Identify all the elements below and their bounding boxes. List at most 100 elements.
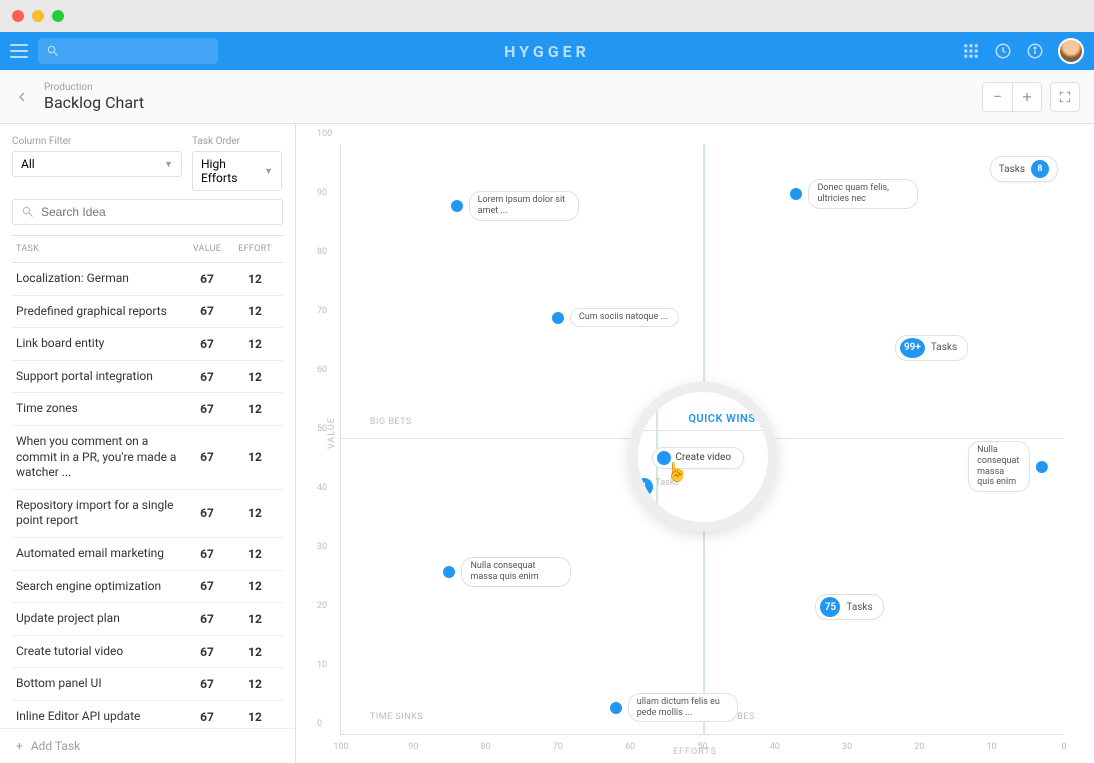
task-row[interactable]: Search engine optimization 67 12 [12,571,283,604]
cluster-count: 99+ [900,338,925,358]
task-value: 67 [183,337,231,351]
plus-icon: + [16,739,23,753]
brand-logo: HYGGER [504,42,590,61]
task-row[interactable]: Create tutorial video 67 12 [12,636,283,669]
task-name: Update project plan [16,611,183,627]
apps-grid-icon[interactable] [962,42,980,60]
close-window-button[interactable] [12,10,24,22]
column-filter-label: Column Filter [12,136,182,147]
x-tick: 10 [987,742,997,752]
dot-icon [552,312,564,324]
chart-point[interactable]: Nulla consequat massa quis enim [443,557,571,587]
task-row[interactable]: Localization: German 67 12 [12,263,283,296]
column-filter-select[interactable]: All ▼ [12,151,182,177]
avatar[interactable] [1058,38,1084,64]
x-tick: 100 [333,742,348,752]
task-value: 67 [183,547,231,561]
y-tick: 70 [317,306,327,316]
fullscreen-button[interactable] [1050,82,1080,112]
dot-icon [1036,461,1048,473]
global-search[interactable] [38,38,218,64]
search-idea-input-wrap[interactable] [12,199,283,225]
task-effort: 12 [231,547,279,561]
task-row[interactable]: Time zones 67 12 [12,393,283,426]
scatter-chart[interactable]: Tasks 8 01020304050607080901001009080706… [340,144,1064,735]
window-chrome [0,0,1094,32]
chart-point[interactable]: Donec quam felis, ultricies nec [790,179,918,209]
task-name: When you comment on a commit in a PR, yo… [16,434,183,481]
lens-quadrant-label: QUICK WINS [688,412,755,425]
task-row[interactable]: Automated email marketing 67 12 [12,538,283,571]
y-tick: 100 [317,129,332,139]
quad-top-left: BIG BETS [370,417,412,427]
tasks-chip-count: 8 [1031,160,1049,178]
cursor-hand-icon: ☝ [666,462,688,483]
task-effort: 12 [231,645,279,659]
add-task-button[interactable]: + Add Task [0,728,295,763]
point-label: Nulla consequat massa quis enim [968,441,1030,492]
y-tick: 80 [317,247,327,257]
quad-bottom-left: TIME SINKS [370,712,423,722]
column-filter-value: All [21,157,35,171]
task-value: 67 [183,506,231,520]
y-tick: 20 [317,601,327,611]
x-tick: 20 [914,742,924,752]
cluster-label: Tasks [846,602,872,613]
task-row[interactable]: Support portal integration 67 12 [12,361,283,394]
task-order-select[interactable]: High Efforts ▼ [192,151,282,191]
task-row[interactable]: Predefined graphical reports 67 12 [12,296,283,329]
point-label: Lorem ipsum dolor sit amet ... [469,191,579,221]
task-effort: 12 [231,337,279,351]
chart-point[interactable]: Nulla consequat massa quis enim [968,441,1048,492]
info-icon[interactable] [1026,42,1044,60]
task-row[interactable]: Bottom panel UI 67 12 [12,668,283,701]
task-order-label: Task Order [192,136,282,147]
y-tick: 50 [317,424,327,434]
x-tick: 50 [697,742,707,752]
task-row[interactable]: When you comment on a commit in a PR, yo… [12,426,283,490]
task-name: Automated email marketing [16,546,183,562]
search-icon [21,205,35,219]
tasks-count-chip[interactable]: Tasks 8 [990,156,1058,182]
search-idea-input[interactable] [41,205,274,219]
task-row[interactable]: Update project plan 67 12 [12,603,283,636]
chart-point[interactable]: Lorem ipsum dolor sit amet ... [451,191,579,221]
point-label: Nulla consequat massa quis enim [461,557,571,587]
task-row[interactable]: Inline Editor API update 67 12 [12,701,283,728]
task-effort: 12 [231,579,279,593]
task-name: Search engine optimization [16,579,183,595]
zoom-in-button[interactable]: + [1012,82,1042,112]
menu-icon[interactable] [10,44,28,58]
cluster-count: 75 [820,597,840,617]
chart-point[interactable]: Cum sociis natoque ... [552,308,679,327]
task-row[interactable]: Repository import for a single point rep… [12,490,283,538]
minimize-window-button[interactable] [32,10,44,22]
task-header-effort: EFFORT [231,244,279,254]
task-name: Link board entity [16,336,183,352]
clock-icon[interactable] [994,42,1012,60]
back-arrow-icon[interactable] [14,89,30,105]
task-name: Repository import for a single point rep… [16,498,183,529]
task-value: 67 [183,677,231,691]
x-tick: 40 [770,742,780,752]
y-tick: 0 [317,719,322,729]
tasks-chip-label: Tasks [999,164,1025,175]
task-name: Create tutorial video [16,644,183,660]
zoom-out-button[interactable]: − [982,82,1012,112]
cluster-pill[interactable]: 75 Tasks [815,594,883,620]
breadcrumb: Production [44,82,144,93]
task-name: Inline Editor API update [16,709,183,725]
task-value: 67 [183,450,231,464]
chart-point[interactable]: ullam dictum felis eu pede mollis ... [610,693,738,723]
dot-icon [790,188,802,200]
cluster-pill[interactable]: 99+Tasks [895,335,968,361]
task-row[interactable]: Link board entity 67 12 [12,328,283,361]
x-tick: 70 [553,742,563,752]
x-tick: 60 [625,742,635,752]
task-name: Time zones [16,401,183,417]
task-effort: 12 [231,612,279,626]
maximize-window-button[interactable] [52,10,64,22]
task-value: 67 [183,710,231,724]
y-tick: 90 [317,188,327,198]
task-value: 67 [183,579,231,593]
